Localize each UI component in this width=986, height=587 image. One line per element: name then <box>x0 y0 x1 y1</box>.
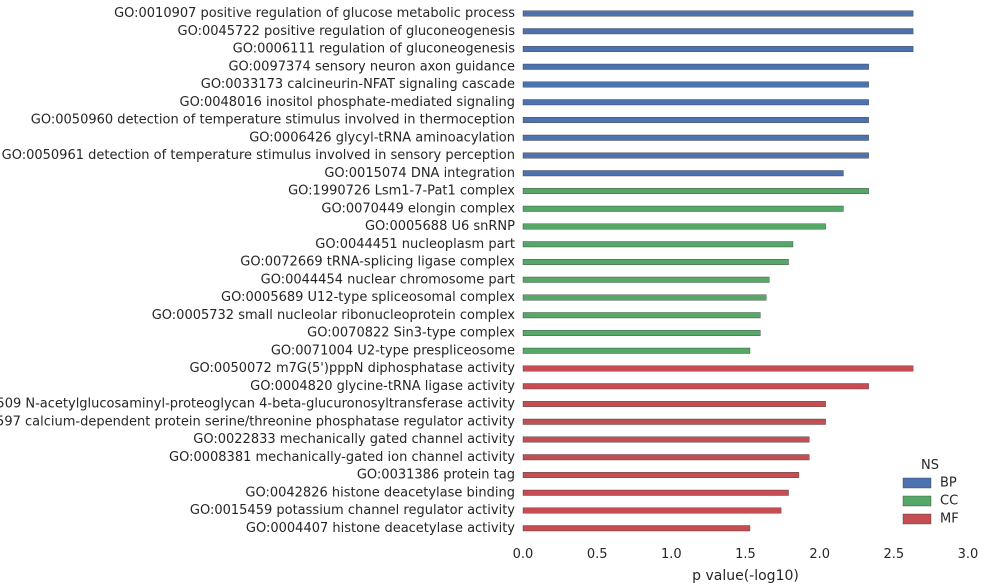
category-label: GO:0006426 glycyl-tRNA aminoacylation <box>249 130 515 145</box>
bar-cc <box>522 259 789 265</box>
category-label: GO:0070822 Sin3-type complex <box>307 326 515 341</box>
legend-label: MF <box>940 512 959 527</box>
bar-bp <box>522 170 844 177</box>
legend-swatch-cc <box>902 495 932 507</box>
bar-bp <box>522 10 914 17</box>
category-label: GO:0031386 protein tag <box>357 468 515 483</box>
bar-cc <box>522 188 869 194</box>
legend-title: NS <box>921 458 939 473</box>
bar-bp <box>522 81 869 88</box>
category-label: GO:0004820 glycine-tRNA ligase activity <box>250 379 515 394</box>
category-label: GO:0004407 histone deacetylase activity <box>246 521 515 536</box>
bar-mf <box>522 454 810 461</box>
legend: NS BP CC MF <box>902 458 959 527</box>
bar-cc <box>522 276 770 283</box>
bar-mf <box>522 507 782 514</box>
bar-bp <box>522 152 869 159</box>
category-label: GO:0015074 DNA integration <box>324 166 515 181</box>
bar-bp <box>522 134 869 141</box>
category-label: GO:0072669 tRNA-splicing ligase complex <box>240 255 515 270</box>
category-label: GO:0005689 U12-type spliceosomal complex <box>221 290 515 305</box>
x-tick-label: 3.0 <box>958 547 979 562</box>
legend-label: CC <box>940 494 958 509</box>
category-labels: GO:0010907 positive regulation of glucos… <box>0 6 515 536</box>
category-label: GO:0071004 U2-type prespliceosome <box>271 343 515 358</box>
category-label: GO:0044451 nucleoplasm part <box>315 237 515 252</box>
category-label: GO:0050961 detection of temperature stim… <box>2 148 515 163</box>
legend-label: BP <box>940 476 957 491</box>
bar-mf <box>522 418 826 425</box>
legend-swatch-mf <box>902 513 932 525</box>
bars <box>522 10 914 532</box>
x-tick-label: 1.0 <box>661 547 682 562</box>
x-tick-label: 2.5 <box>883 547 904 562</box>
legend-swatch-bp <box>902 477 932 489</box>
bar-cc <box>522 223 826 230</box>
bar-mf <box>522 525 751 532</box>
bar-cc <box>522 294 767 301</box>
category-label: GO:0005732 small nucleolar ribonucleopro… <box>152 308 516 323</box>
category-label: GO:0050072 m7G(5')pppN diphosphatase act… <box>189 361 515 376</box>
category-label: GO:0050509 N-acetylglucosaminyl-proteogl… <box>0 397 515 412</box>
category-label: GO:0006111 regulation of gluconeogenesis <box>233 42 516 57</box>
category-label: GO:0010907 positive regulation of glucos… <box>114 6 515 21</box>
category-label: GO:0015459 potassium channel regulator a… <box>190 503 515 518</box>
bar-bp <box>522 117 869 123</box>
category-label: GO:0070449 elongin complex <box>321 201 515 216</box>
bar-mf <box>522 436 810 443</box>
bar-mf <box>522 383 869 390</box>
category-label: GO:0097374 sensory neuron axon guidance <box>228 59 515 74</box>
bar-bp <box>522 28 914 35</box>
category-label: GO:0005688 U6 snRNP <box>365 219 515 234</box>
category-label: GO:0044454 nuclear chromosome part <box>261 272 515 287</box>
bar-cc <box>522 241 794 248</box>
category-label: GO:0008597 calcium-dependent protein ser… <box>0 414 515 429</box>
x-axis-label: p value(-log10) <box>692 568 799 584</box>
x-tick-label: 0.0 <box>513 547 534 562</box>
category-label: GO:0033173 calcineurin-NFAT signaling ca… <box>201 77 515 92</box>
category-label: GO:0022833 mechanically gated channel ac… <box>193 432 515 447</box>
x-tick-label: 0.5 <box>587 547 608 562</box>
category-label: GO:1990726 Lsm1-7-Pat1 complex <box>288 184 515 199</box>
bar-cc <box>522 312 761 319</box>
bar-bp <box>522 63 869 70</box>
category-label: GO:0045722 positive regulation of glucon… <box>178 24 516 39</box>
bar-mf <box>522 401 826 407</box>
bar-cc <box>522 330 761 336</box>
bar-cc <box>522 347 751 354</box>
bar-cc <box>522 205 844 212</box>
bar-mf <box>522 365 914 372</box>
x-tick-label: 2.0 <box>809 547 830 562</box>
bar-mf <box>522 472 800 478</box>
category-label: GO:0050960 detection of temperature stim… <box>31 113 515 128</box>
category-label: GO:0042826 histone deacetylase binding <box>245 485 515 500</box>
category-label: GO:0048016 inositol phosphate-mediated s… <box>180 95 515 110</box>
category-label: GO:0008381 mechanically-gated ion channe… <box>169 450 515 465</box>
bar-mf <box>522 489 789 496</box>
x-tick-label: 1.5 <box>735 547 756 562</box>
bar-bp <box>522 99 869 106</box>
bar-bp <box>522 46 914 52</box>
x-axis-ticks: 0.0 0.5 1.0 1.5 2.0 2.5 3.0 <box>513 547 979 562</box>
